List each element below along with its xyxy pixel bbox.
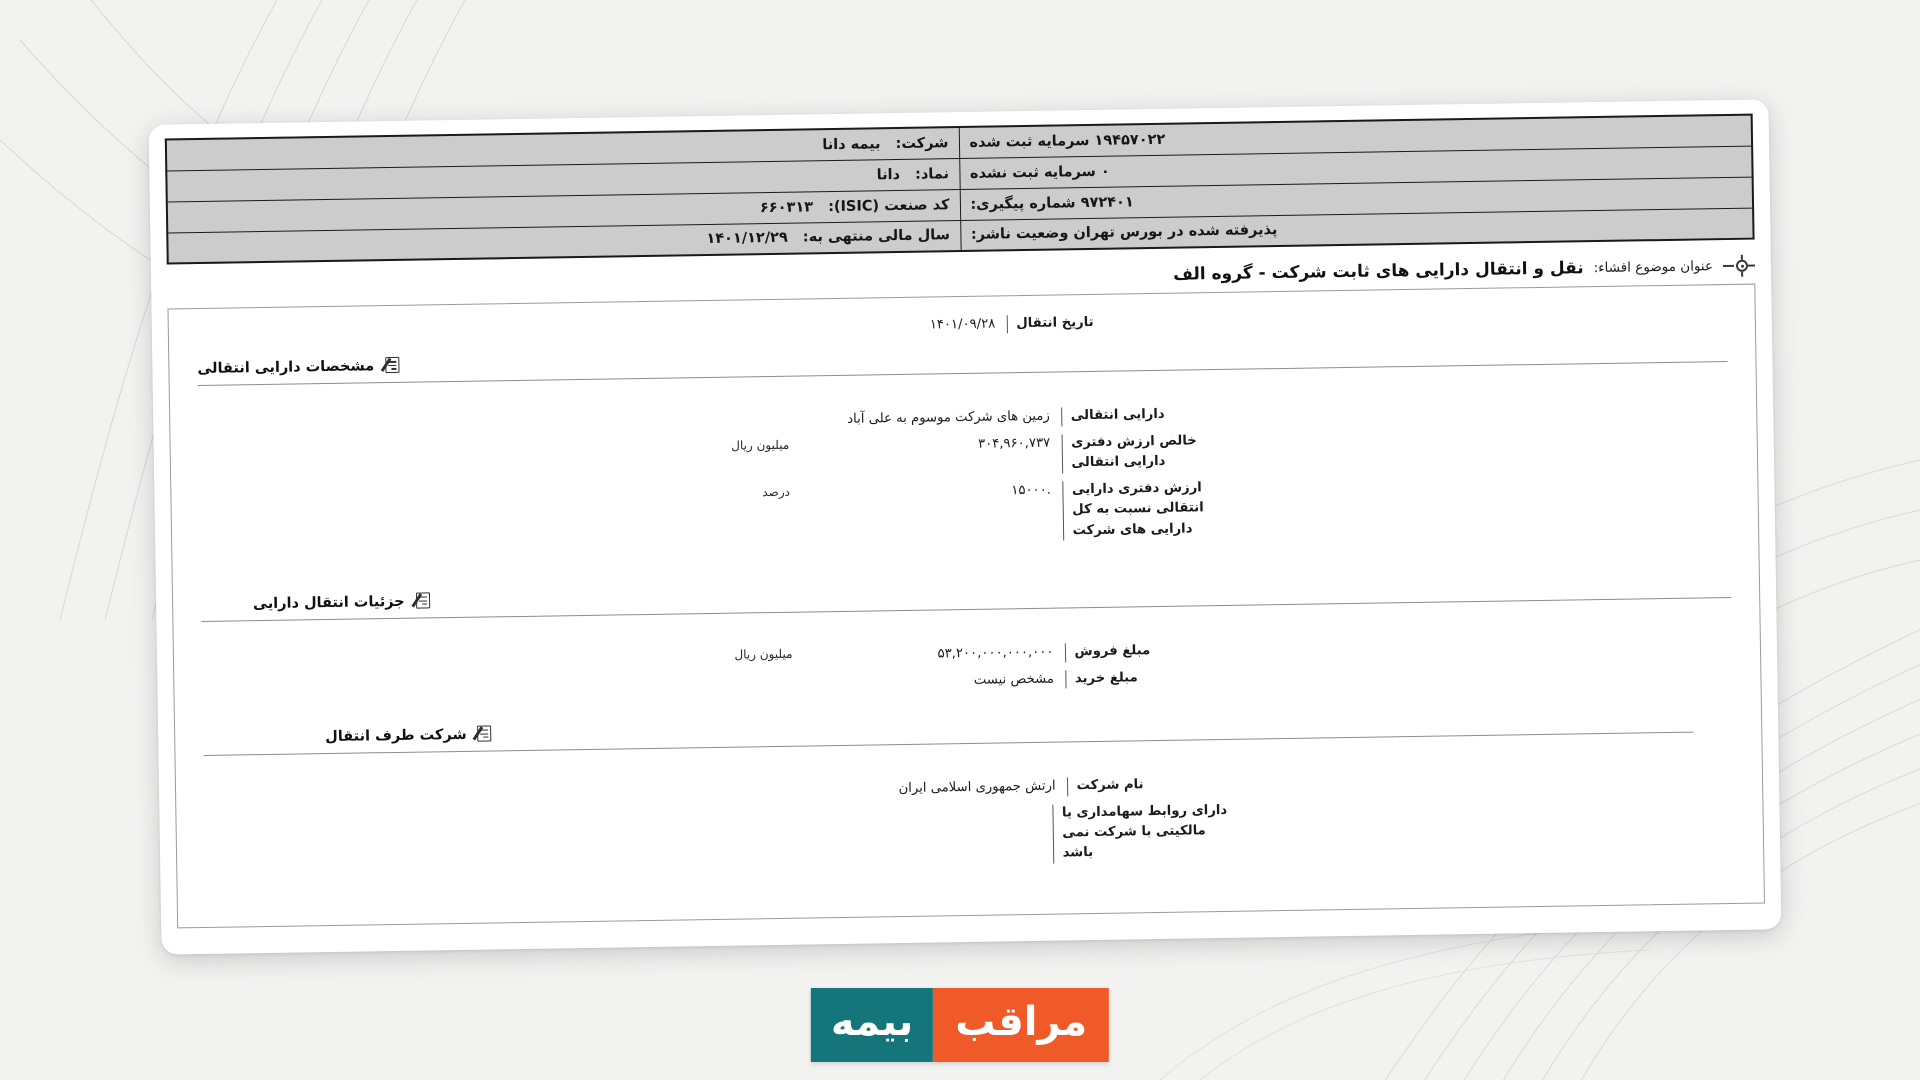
issuer-status-value: پذیرفته شده در بورس تهران bbox=[1073, 222, 1278, 242]
purchase-amount-unit bbox=[719, 673, 815, 675]
section-title-transfer-details: جزئیات انتقال دارایی bbox=[252, 593, 405, 612]
clipboard-pencil-icon bbox=[411, 592, 433, 611]
fiscal-year-value: ۱۴۰۱/۱۲/۲۹ bbox=[706, 229, 788, 248]
brand-word-bimeh: بیمه bbox=[810, 988, 934, 1062]
clipboard-pencil-icon bbox=[380, 356, 402, 375]
issuer-status-label: وضعیت ناشر: bbox=[970, 225, 1069, 244]
asset-transferred-label: دارایی انتقالی bbox=[1070, 407, 1165, 424]
clipboard-pencil-icon bbox=[473, 724, 495, 743]
net-book-value-label: خالص ارزش دفتری دارایی انتقالی bbox=[1071, 433, 1197, 471]
asset-transferred-value: زمین های شرکت موسوم به علی آباد bbox=[847, 409, 1050, 428]
net-book-value-unit: میلیون ریال bbox=[731, 437, 790, 453]
purchase-amount-label: مبلغ خرید bbox=[1074, 669, 1138, 686]
disclosure-document: ۱۹۴۵۷۰۲۲ سرمایه ثبت شده شرکت: بیمه دانا … bbox=[148, 99, 1782, 955]
document-card-wrapper: ۱۹۴۵۷۰۲۲ سرمایه ثبت شده شرکت: بیمه دانا … bbox=[148, 99, 1782, 955]
sale-amount-label: مبلغ فروش bbox=[1074, 643, 1151, 660]
net-book-value-value: ۳۰۴,۹۶۰,۷۳۷ bbox=[977, 435, 1051, 452]
section-title-counterparty: شرکت طرف انتقال bbox=[325, 726, 467, 745]
transfer-date-label: تاریخ انتقال bbox=[1016, 314, 1094, 332]
sale-amount-unit: میلیون ریال bbox=[734, 646, 793, 662]
company-name-value: بیمه دانا bbox=[822, 136, 881, 153]
symbol-value: دانا bbox=[876, 166, 901, 183]
ownership-relation-value bbox=[802, 803, 1052, 807]
ownership-relation-unit bbox=[706, 807, 802, 809]
tracking-number-value: ۹۷۲۴۰۱ bbox=[1080, 193, 1134, 211]
registered-capital-value: ۱۹۴۵۷۰۲۲ bbox=[1094, 131, 1166, 149]
book-value-ratio-label: ارزش دفتری دارایی انتقالی نسبت به کل دار… bbox=[1071, 480, 1204, 539]
isic-code-label: کد صنعت (ISIC): bbox=[828, 196, 950, 215]
transfer-date-value: ۱۴۰۱/۰۹/۲۸ bbox=[929, 316, 996, 333]
target-bullet-icon bbox=[1722, 254, 1756, 277]
book-value-ratio-unit: درصد bbox=[762, 484, 791, 499]
tracking-number-label: شماره پیگیری: bbox=[970, 194, 1076, 213]
counterparty-name-value: ارتش جمهوری اسلامی ایران bbox=[898, 778, 1056, 797]
brand-word-maraghb: مراقب bbox=[933, 988, 1110, 1062]
book-value-ratio-value: .۱۵۰۰۰ bbox=[1011, 482, 1052, 499]
page-title: نقل و انتقال دارایی های ثابت شرکت - گروه… bbox=[1173, 258, 1584, 285]
symbol-label: نماد: bbox=[914, 165, 950, 183]
unregistered-capital-label: سرمایه ثبت نشده bbox=[969, 163, 1096, 182]
registered-capital-label: سرمایه ثبت شده bbox=[969, 132, 1090, 151]
purchase-amount-value: مشخص نیست bbox=[973, 671, 1055, 688]
counterparty-name-label: نام شرکت bbox=[1076, 777, 1144, 794]
company-identity-table: ۱۹۴۵۷۰۲۲ سرمایه ثبت شده شرکت: بیمه دانا … bbox=[164, 113, 1755, 265]
ownership-relation-label: دارای روابط سهامداری یا مالکیتی با شرکت … bbox=[1061, 802, 1228, 861]
isic-code-value: ۶۶۰۳۱۳ bbox=[759, 198, 814, 216]
sale-amount-value: ۵۳,۲۰۰,۰۰۰,۰۰۰,۰۰۰ bbox=[937, 644, 1054, 662]
company-name-label: شرکت: bbox=[895, 134, 949, 152]
section-title-asset-spec: مشخصات دارایی انتقالی bbox=[197, 358, 375, 377]
disclosure-body: تاریخ انتقال ۱۴۰۱/۰۹/۲۸ مشخصات دارایی ان… bbox=[167, 283, 1766, 929]
fiscal-year-label: سال مالی منتهی به: bbox=[802, 227, 951, 246]
brand-logo: مراقب بیمه bbox=[810, 988, 1110, 1062]
unregistered-capital-value: ۰ bbox=[1100, 163, 1110, 180]
disclosure-subject-label: عنوان موضوع افشاء: bbox=[1593, 258, 1714, 277]
